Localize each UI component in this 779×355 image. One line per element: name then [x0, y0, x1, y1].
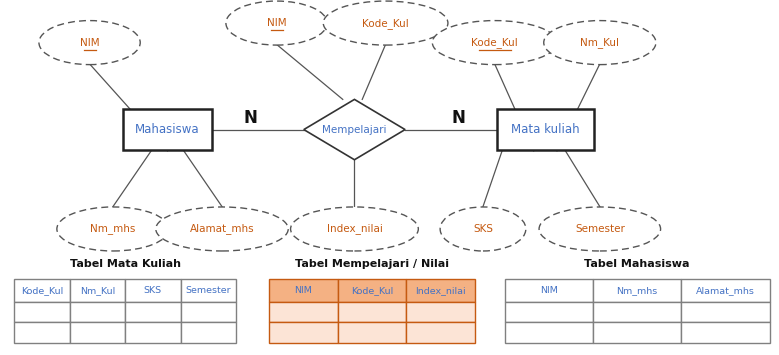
FancyBboxPatch shape: [337, 302, 407, 322]
Text: Mata kuliah: Mata kuliah: [511, 123, 580, 136]
FancyBboxPatch shape: [69, 322, 125, 343]
Text: NIM: NIM: [294, 286, 312, 295]
FancyBboxPatch shape: [125, 279, 181, 302]
Text: N: N: [244, 109, 258, 127]
Text: Tabel Mata Kuliah: Tabel Mata Kuliah: [69, 259, 181, 269]
FancyBboxPatch shape: [496, 109, 594, 150]
Text: Mahasiswa: Mahasiswa: [136, 123, 199, 136]
FancyBboxPatch shape: [593, 279, 682, 302]
Ellipse shape: [440, 207, 526, 251]
Text: NIM: NIM: [79, 38, 100, 48]
FancyBboxPatch shape: [69, 302, 125, 322]
Text: NIM: NIM: [266, 18, 287, 28]
FancyBboxPatch shape: [181, 279, 236, 302]
FancyBboxPatch shape: [269, 279, 337, 302]
FancyBboxPatch shape: [69, 279, 125, 302]
FancyBboxPatch shape: [14, 322, 69, 343]
Text: Alamat_mhs: Alamat_mhs: [696, 286, 755, 295]
FancyBboxPatch shape: [181, 322, 236, 343]
FancyBboxPatch shape: [337, 279, 407, 302]
Text: Kode_Kul: Kode_Kul: [471, 37, 518, 48]
Text: Kode_Kul: Kode_Kul: [351, 286, 393, 295]
Text: Nm_mhs: Nm_mhs: [617, 286, 657, 295]
FancyBboxPatch shape: [269, 322, 337, 343]
FancyBboxPatch shape: [407, 279, 475, 302]
FancyBboxPatch shape: [181, 302, 236, 322]
Text: Index_nilai: Index_nilai: [415, 286, 466, 295]
FancyBboxPatch shape: [505, 302, 593, 322]
FancyBboxPatch shape: [505, 322, 593, 343]
Text: Nm_Kul: Nm_Kul: [580, 37, 619, 48]
FancyBboxPatch shape: [593, 322, 682, 343]
FancyBboxPatch shape: [407, 302, 475, 322]
Ellipse shape: [432, 21, 557, 65]
Ellipse shape: [544, 21, 656, 65]
Ellipse shape: [539, 207, 661, 251]
FancyBboxPatch shape: [269, 302, 337, 322]
Polygon shape: [304, 99, 405, 160]
Text: Nm_Kul: Nm_Kul: [79, 286, 115, 295]
FancyBboxPatch shape: [14, 302, 69, 322]
Text: Index_nilai: Index_nilai: [326, 224, 382, 234]
Text: Semester: Semester: [185, 286, 231, 295]
Text: Nm_mhs: Nm_mhs: [90, 224, 136, 234]
Ellipse shape: [39, 21, 140, 65]
FancyBboxPatch shape: [125, 322, 181, 343]
Text: Kode_Kul: Kode_Kul: [21, 286, 63, 295]
Text: Semester: Semester: [575, 224, 625, 234]
Text: NIM: NIM: [540, 286, 558, 295]
Text: SKS: SKS: [473, 224, 493, 234]
Ellipse shape: [226, 1, 327, 45]
Text: SKS: SKS: [143, 286, 162, 295]
FancyBboxPatch shape: [682, 302, 770, 322]
FancyBboxPatch shape: [682, 279, 770, 302]
Ellipse shape: [156, 207, 288, 251]
Text: Tabel Mempelajari / Nilai: Tabel Mempelajari / Nilai: [295, 259, 449, 269]
FancyBboxPatch shape: [505, 279, 593, 302]
Text: N: N: [451, 109, 465, 127]
Ellipse shape: [291, 207, 418, 251]
Text: Kode_Kul: Kode_Kul: [362, 18, 409, 28]
FancyBboxPatch shape: [593, 302, 682, 322]
Ellipse shape: [323, 1, 448, 45]
Text: Mempelajari: Mempelajari: [323, 125, 386, 135]
FancyBboxPatch shape: [407, 322, 475, 343]
FancyBboxPatch shape: [337, 322, 407, 343]
FancyBboxPatch shape: [682, 322, 770, 343]
FancyBboxPatch shape: [125, 302, 181, 322]
FancyBboxPatch shape: [14, 279, 69, 302]
FancyBboxPatch shape: [122, 109, 212, 150]
Text: Alamat_mhs: Alamat_mhs: [190, 224, 254, 234]
Text: Tabel Mahasiswa: Tabel Mahasiswa: [584, 259, 690, 269]
Ellipse shape: [57, 207, 169, 251]
